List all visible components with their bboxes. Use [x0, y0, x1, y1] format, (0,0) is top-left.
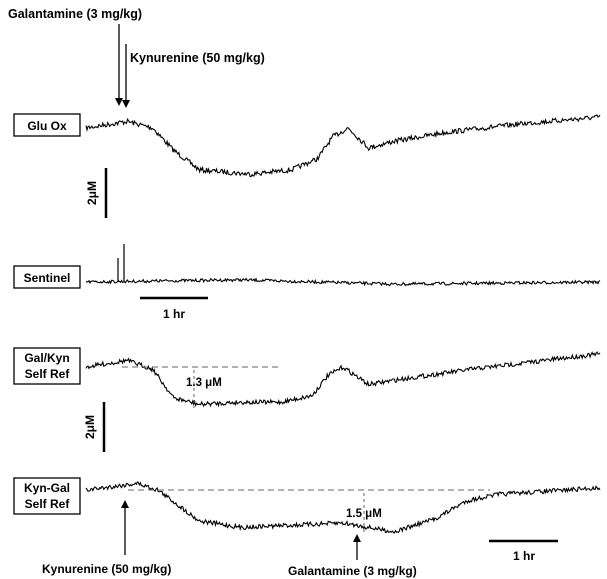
- drop-label-kyn-gal: 1.5 μM: [346, 508, 382, 520]
- trace-label-sentinel: Sentinel: [24, 271, 71, 285]
- annotation-bottom-kynurenine: Kynurenine (50 mg/kg): [42, 562, 171, 576]
- trace-label-box-kyn-gal: [13, 477, 81, 515]
- scale-label-x-2: 1 hr: [513, 549, 535, 563]
- trace-label-kyn-gal-line1: Kyn-Gal: [24, 481, 70, 495]
- trace-label-gal-kyn-line1: Gal/Kyn: [24, 351, 69, 365]
- arrow-top-galantamine-head: [115, 98, 123, 106]
- annotation-bottom-galantamine: Galantamine (3 mg/kg): [288, 564, 417, 578]
- trace-label-box-sentinel: [13, 265, 81, 289]
- trace-label-kyn-gal-line2: Self Ref: [25, 497, 71, 511]
- drop-label-gal-kyn: 1.3 μM: [186, 377, 222, 389]
- annotation-top-kynurenine: Kynurenine (50 mg/kg): [130, 51, 265, 65]
- scale-label-y-2: 2μM: [83, 415, 97, 439]
- trace-label-box-gal-kyn: [13, 347, 81, 385]
- arrow-top-kynurenine-head: [122, 100, 130, 108]
- arrow-bottom-kynurenine-head: [121, 500, 129, 508]
- trace-line-gal-kyn: [85, 351, 601, 408]
- trace-label-gal-kyn-line2: Self Ref: [25, 367, 71, 381]
- scale-label-x-1: 1 hr: [163, 307, 185, 321]
- trace-line-glu-ox: [85, 114, 601, 178]
- annotation-top-galantamine: Galantamine (3 mg/kg): [8, 7, 142, 21]
- scale-label-y-1: 2μM: [85, 181, 99, 205]
- trace-line-sentinel: [85, 277, 601, 287]
- trace-label-box-glu-ox: [13, 113, 81, 137]
- arrow-bottom-galantamine-head: [353, 534, 361, 542]
- trace-line-kyn-gal: [85, 481, 601, 534]
- trace-label-glu-ox: Glu Ox: [27, 119, 67, 133]
